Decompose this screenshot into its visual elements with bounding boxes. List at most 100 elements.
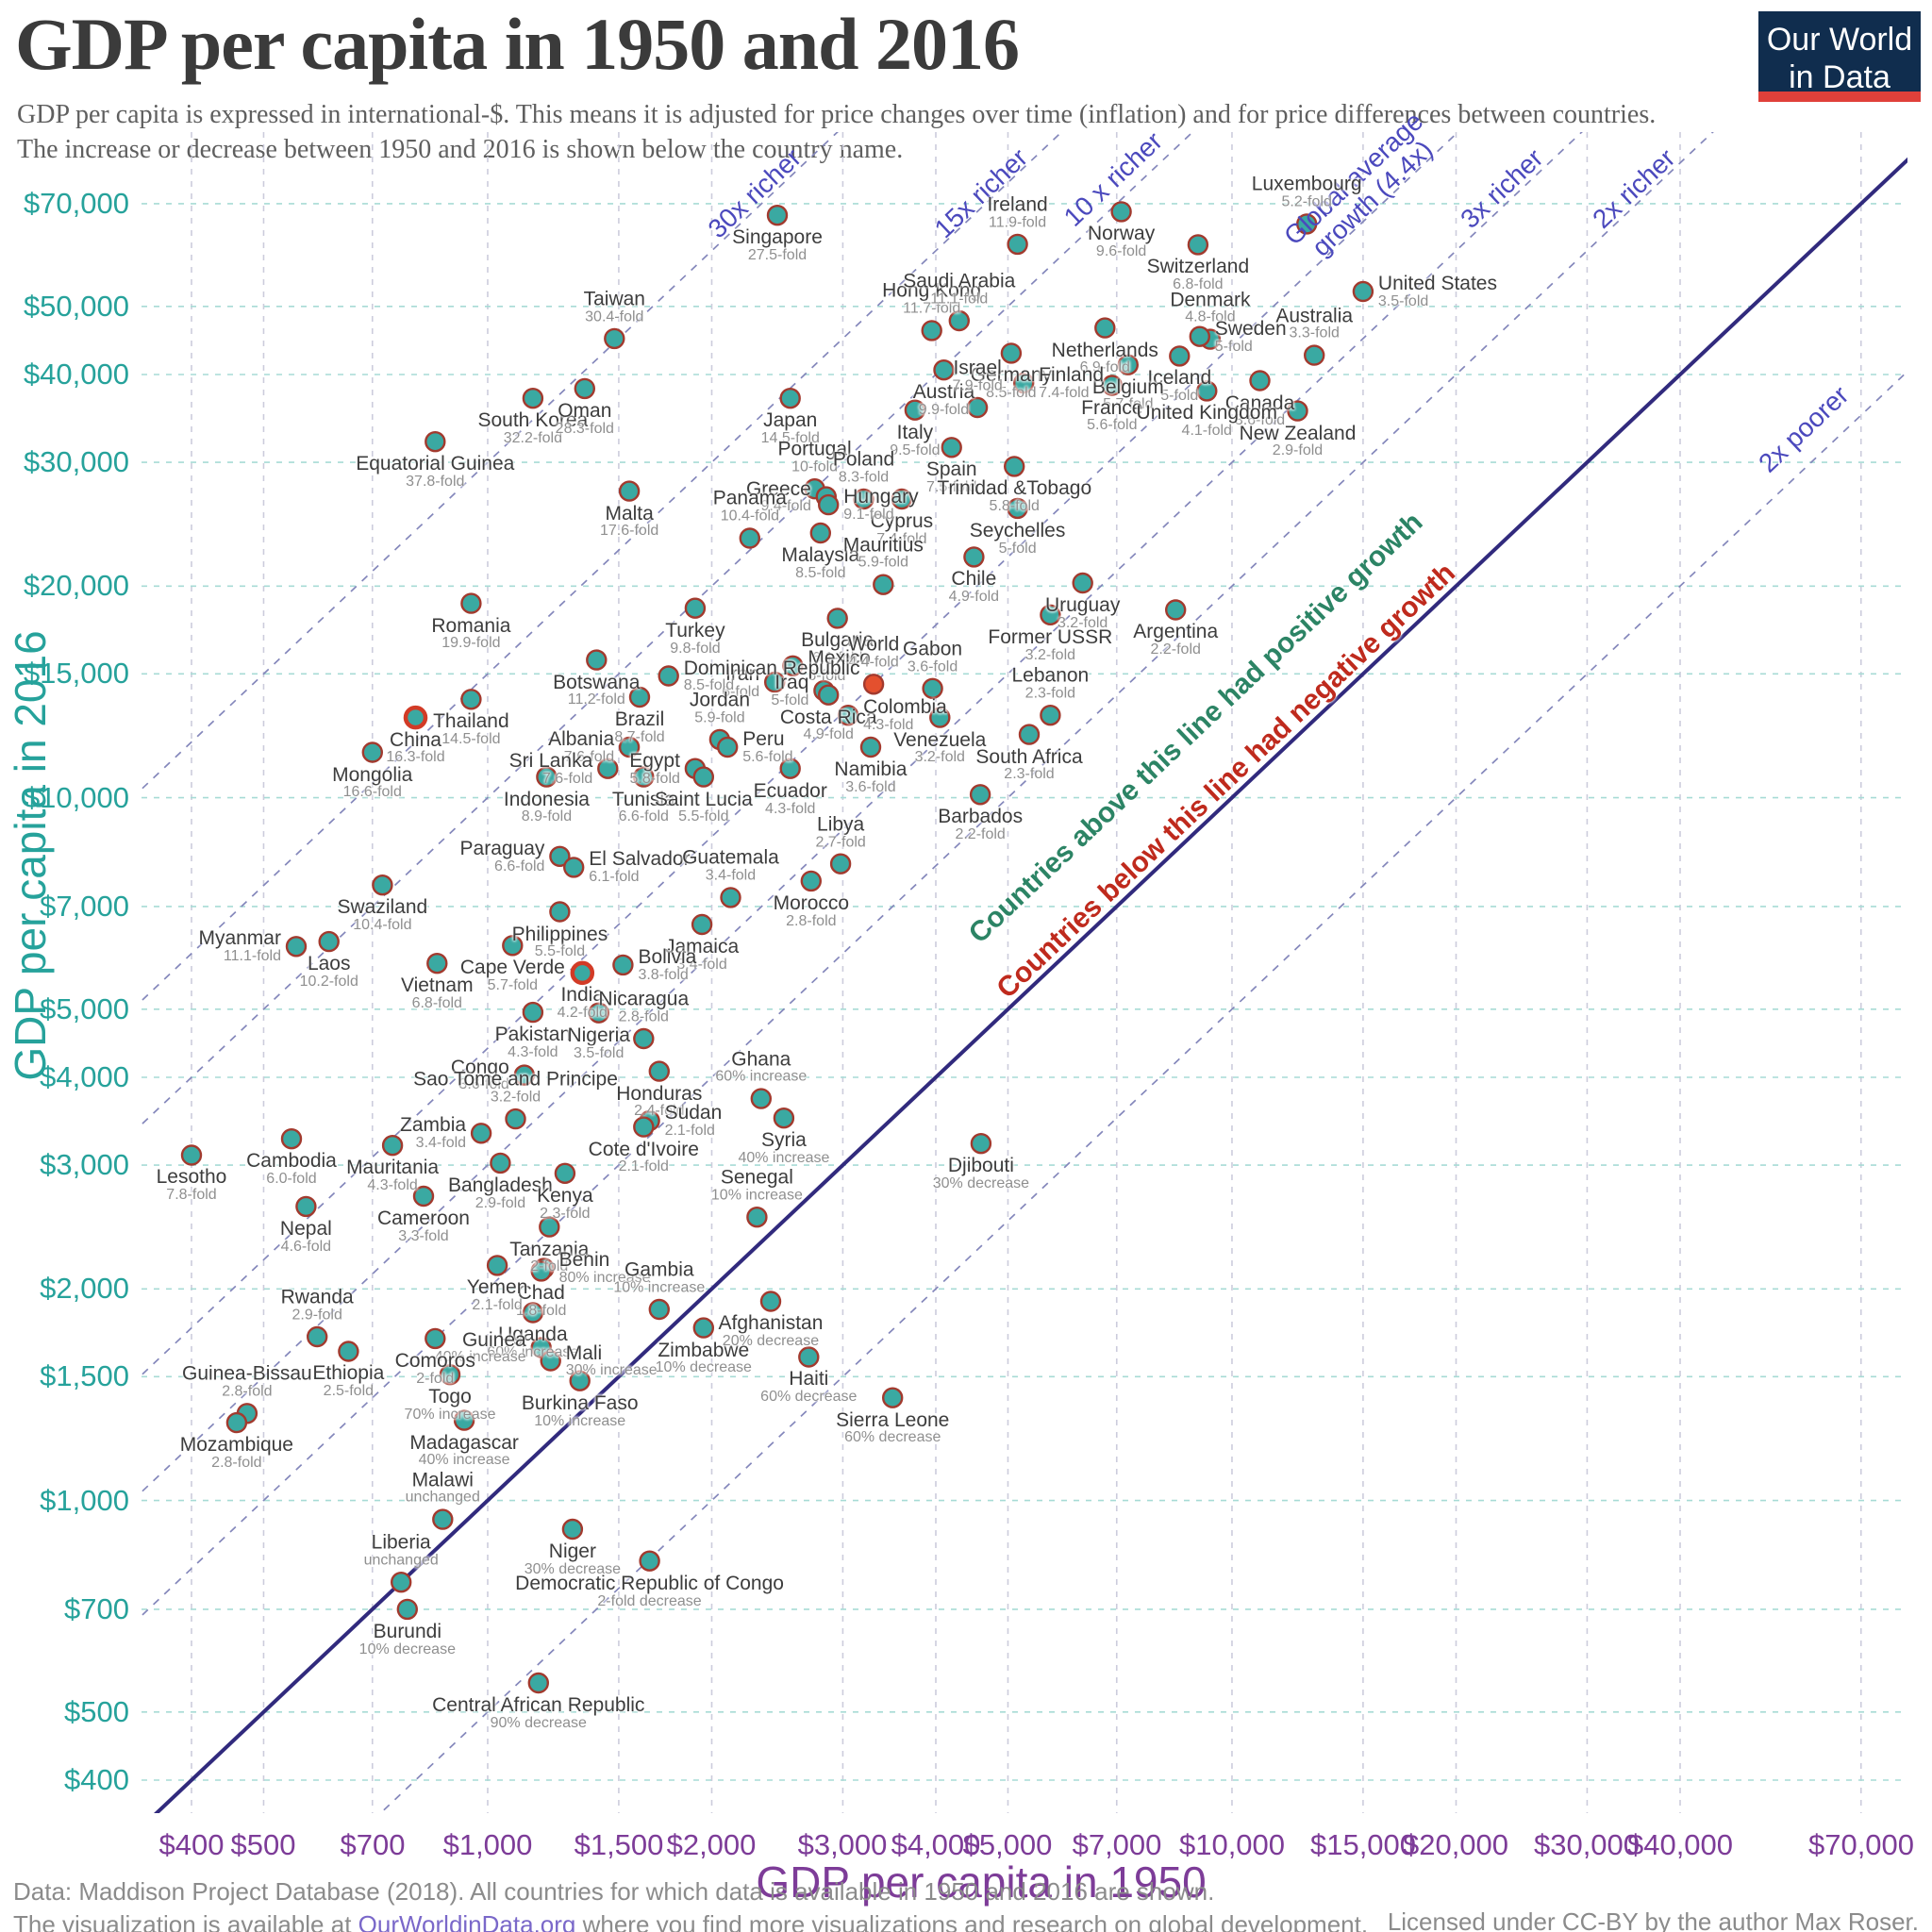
country-point[interactable]: Taiwan [604, 327, 625, 350]
country-point[interactable]: Kenya [554, 1162, 576, 1185]
country-point[interactable]: Burkina Faso [569, 1370, 591, 1391]
country-point[interactable]: Trinidad &Tobago [1003, 456, 1025, 477]
country-point[interactable]: Panama [739, 527, 760, 549]
country-point[interactable]: Ghana [750, 1088, 772, 1109]
country-point[interactable]: Former USSR [1040, 604, 1061, 625]
country-point[interactable]: Mozambique [225, 1411, 248, 1434]
country-point[interactable]: India [570, 960, 595, 986]
country-point[interactable]: Madagascar [453, 1409, 475, 1431]
country-point[interactable]: Afghanistan [759, 1291, 782, 1312]
country-point[interactable]: Belgium [1117, 354, 1140, 375]
owid-link[interactable]: OurWorldinData.org [358, 1910, 576, 1932]
country-point[interactable]: Vietnam [426, 953, 448, 974]
country-point[interactable]: Ecuador [779, 758, 801, 779]
country-point[interactable]: Colombia [837, 705, 859, 726]
country-point[interactable]: United States [1352, 280, 1374, 303]
country-point[interactable]: Mauritius [873, 574, 894, 595]
country-point[interactable]: Cyprus [891, 488, 913, 510]
country-point[interactable]: Switzerland [1187, 234, 1209, 256]
country-point[interactable]: Saudi Arabia [948, 309, 970, 332]
country-point[interactable]: Equatorial Guinea [425, 431, 446, 453]
country-point[interactable]: Bolivia [612, 954, 634, 976]
country-point[interactable]: Malaysia [809, 522, 831, 544]
country-point[interactable]: Botswana [586, 649, 608, 671]
country-point[interactable]: Romania [460, 592, 482, 614]
country-point[interactable]: Honduras [648, 1060, 670, 1082]
country-point[interactable]: Costa Rica [818, 684, 840, 706]
country-point[interactable]: Cape Verde [502, 935, 524, 957]
country-point[interactable]: Indonesia [536, 766, 558, 788]
country-point[interactable]: Sri Lanka [597, 758, 619, 779]
country-point[interactable]: Cambodia [280, 1127, 303, 1150]
country-point[interactable]: Norway [1110, 201, 1132, 223]
country-point[interactable]: Togo [439, 1363, 461, 1386]
country-point[interactable]: Albania [618, 736, 641, 758]
country-point[interactable]: Jamaica [691, 913, 713, 936]
country-point[interactable]: Nigeria [588, 1002, 609, 1024]
country-point[interactable]: Poland [853, 488, 874, 510]
country-point[interactable]: Ethiopia [338, 1341, 359, 1362]
country-point[interactable]: Djibouti [970, 1132, 992, 1155]
country-point[interactable]: Netherlands [1094, 317, 1116, 339]
country-point[interactable]: Namibia [859, 736, 882, 758]
country-point[interactable]: Sao Tome and Principe [505, 1108, 526, 1130]
country-point[interactable]: Uganda [522, 1302, 544, 1324]
country-point[interactable]: Zambia [470, 1123, 492, 1144]
country-point[interactable]: Syria [773, 1107, 795, 1129]
country-point[interactable]: Seychelles [1007, 497, 1028, 520]
country-point[interactable]: Uruguay [1072, 572, 1093, 594]
country-point[interactable]: Sweden [1189, 325, 1211, 347]
country-point[interactable]: Venezuela [929, 707, 951, 728]
country-point[interactable]: Malta [618, 480, 641, 502]
country-point[interactable]: Tanzania [539, 1216, 560, 1238]
country-point[interactable]: Hungary [818, 493, 840, 516]
country-point[interactable]: Yemen [486, 1255, 508, 1276]
country-point[interactable]: Chile [963, 546, 985, 568]
country-point[interactable]: Central African Republic [527, 1672, 549, 1694]
country-point[interactable]: Mali [540, 1350, 561, 1372]
country-point[interactable]: Luxembourg [1295, 213, 1318, 235]
country-point[interactable]: Turkey [684, 597, 707, 619]
country-point[interactable]: Mongolia [361, 741, 383, 763]
country-point[interactable]: Nicaragua [633, 1027, 655, 1050]
country-point[interactable]: Mexico [782, 655, 804, 676]
country-point[interactable]: South Africa [1018, 724, 1041, 745]
country-point[interactable]: Guatemala [720, 887, 741, 908]
country-point[interactable]: Dominican Republic [658, 665, 679, 687]
country-point[interactable]: Malawi [432, 1508, 454, 1530]
country-point[interactable]: Israel [966, 396, 989, 419]
country-point[interactable]: Swaziland [372, 874, 393, 896]
country-point[interactable]: Iceland [1169, 345, 1191, 367]
country-point[interactable]: Spain [941, 437, 962, 458]
country-point[interactable]: Australia [1303, 344, 1325, 366]
country-point[interactable]: Zimbabwe [692, 1317, 714, 1339]
country-point[interactable]: Liberia [391, 1571, 412, 1593]
country-point[interactable]: China [403, 705, 428, 730]
country-point[interactable]: Finland [1012, 372, 1035, 394]
country-point[interactable]: Tunisia [633, 766, 655, 788]
country-point[interactable]: Pakistan [522, 1001, 544, 1024]
country-point[interactable]: Germany [1000, 342, 1023, 364]
country-point[interactable]: Bulgaria [826, 608, 848, 629]
country-point[interactable]: Oman [574, 377, 595, 400]
country-point[interactable]: Lesotho [180, 1144, 203, 1166]
country-point[interactable]: Congo [513, 1064, 535, 1086]
country-point[interactable]: Haiti [798, 1346, 820, 1368]
country-point[interactable]: Paraguay [549, 845, 571, 867]
country-point[interactable]: Iran [764, 671, 786, 693]
country-point[interactable]: Laos [318, 930, 340, 953]
country-point[interactable]: Bangladesh [490, 1152, 511, 1174]
country-point[interactable]: Niger [561, 1518, 584, 1541]
country-point[interactable]: Cote d'Ivoire [633, 1116, 655, 1138]
country-point[interactable]: El Salvador [563, 857, 585, 878]
ccby-link[interactable]: CC-BY [1561, 1907, 1639, 1932]
country-point[interactable]: Senegal [746, 1206, 768, 1228]
country-point[interactable]: World [862, 674, 885, 695]
country-point[interactable]: Barbados [969, 784, 991, 806]
country-point[interactable]: Hong Kong [921, 320, 942, 341]
country-point[interactable]: Myanmar [285, 936, 308, 958]
country-point[interactable]: Morocco [800, 870, 822, 892]
country-point[interactable]: Mauritania [381, 1134, 404, 1157]
country-point[interactable]: New Zealand [1287, 400, 1308, 422]
country-point[interactable]: Gabon [922, 677, 943, 699]
